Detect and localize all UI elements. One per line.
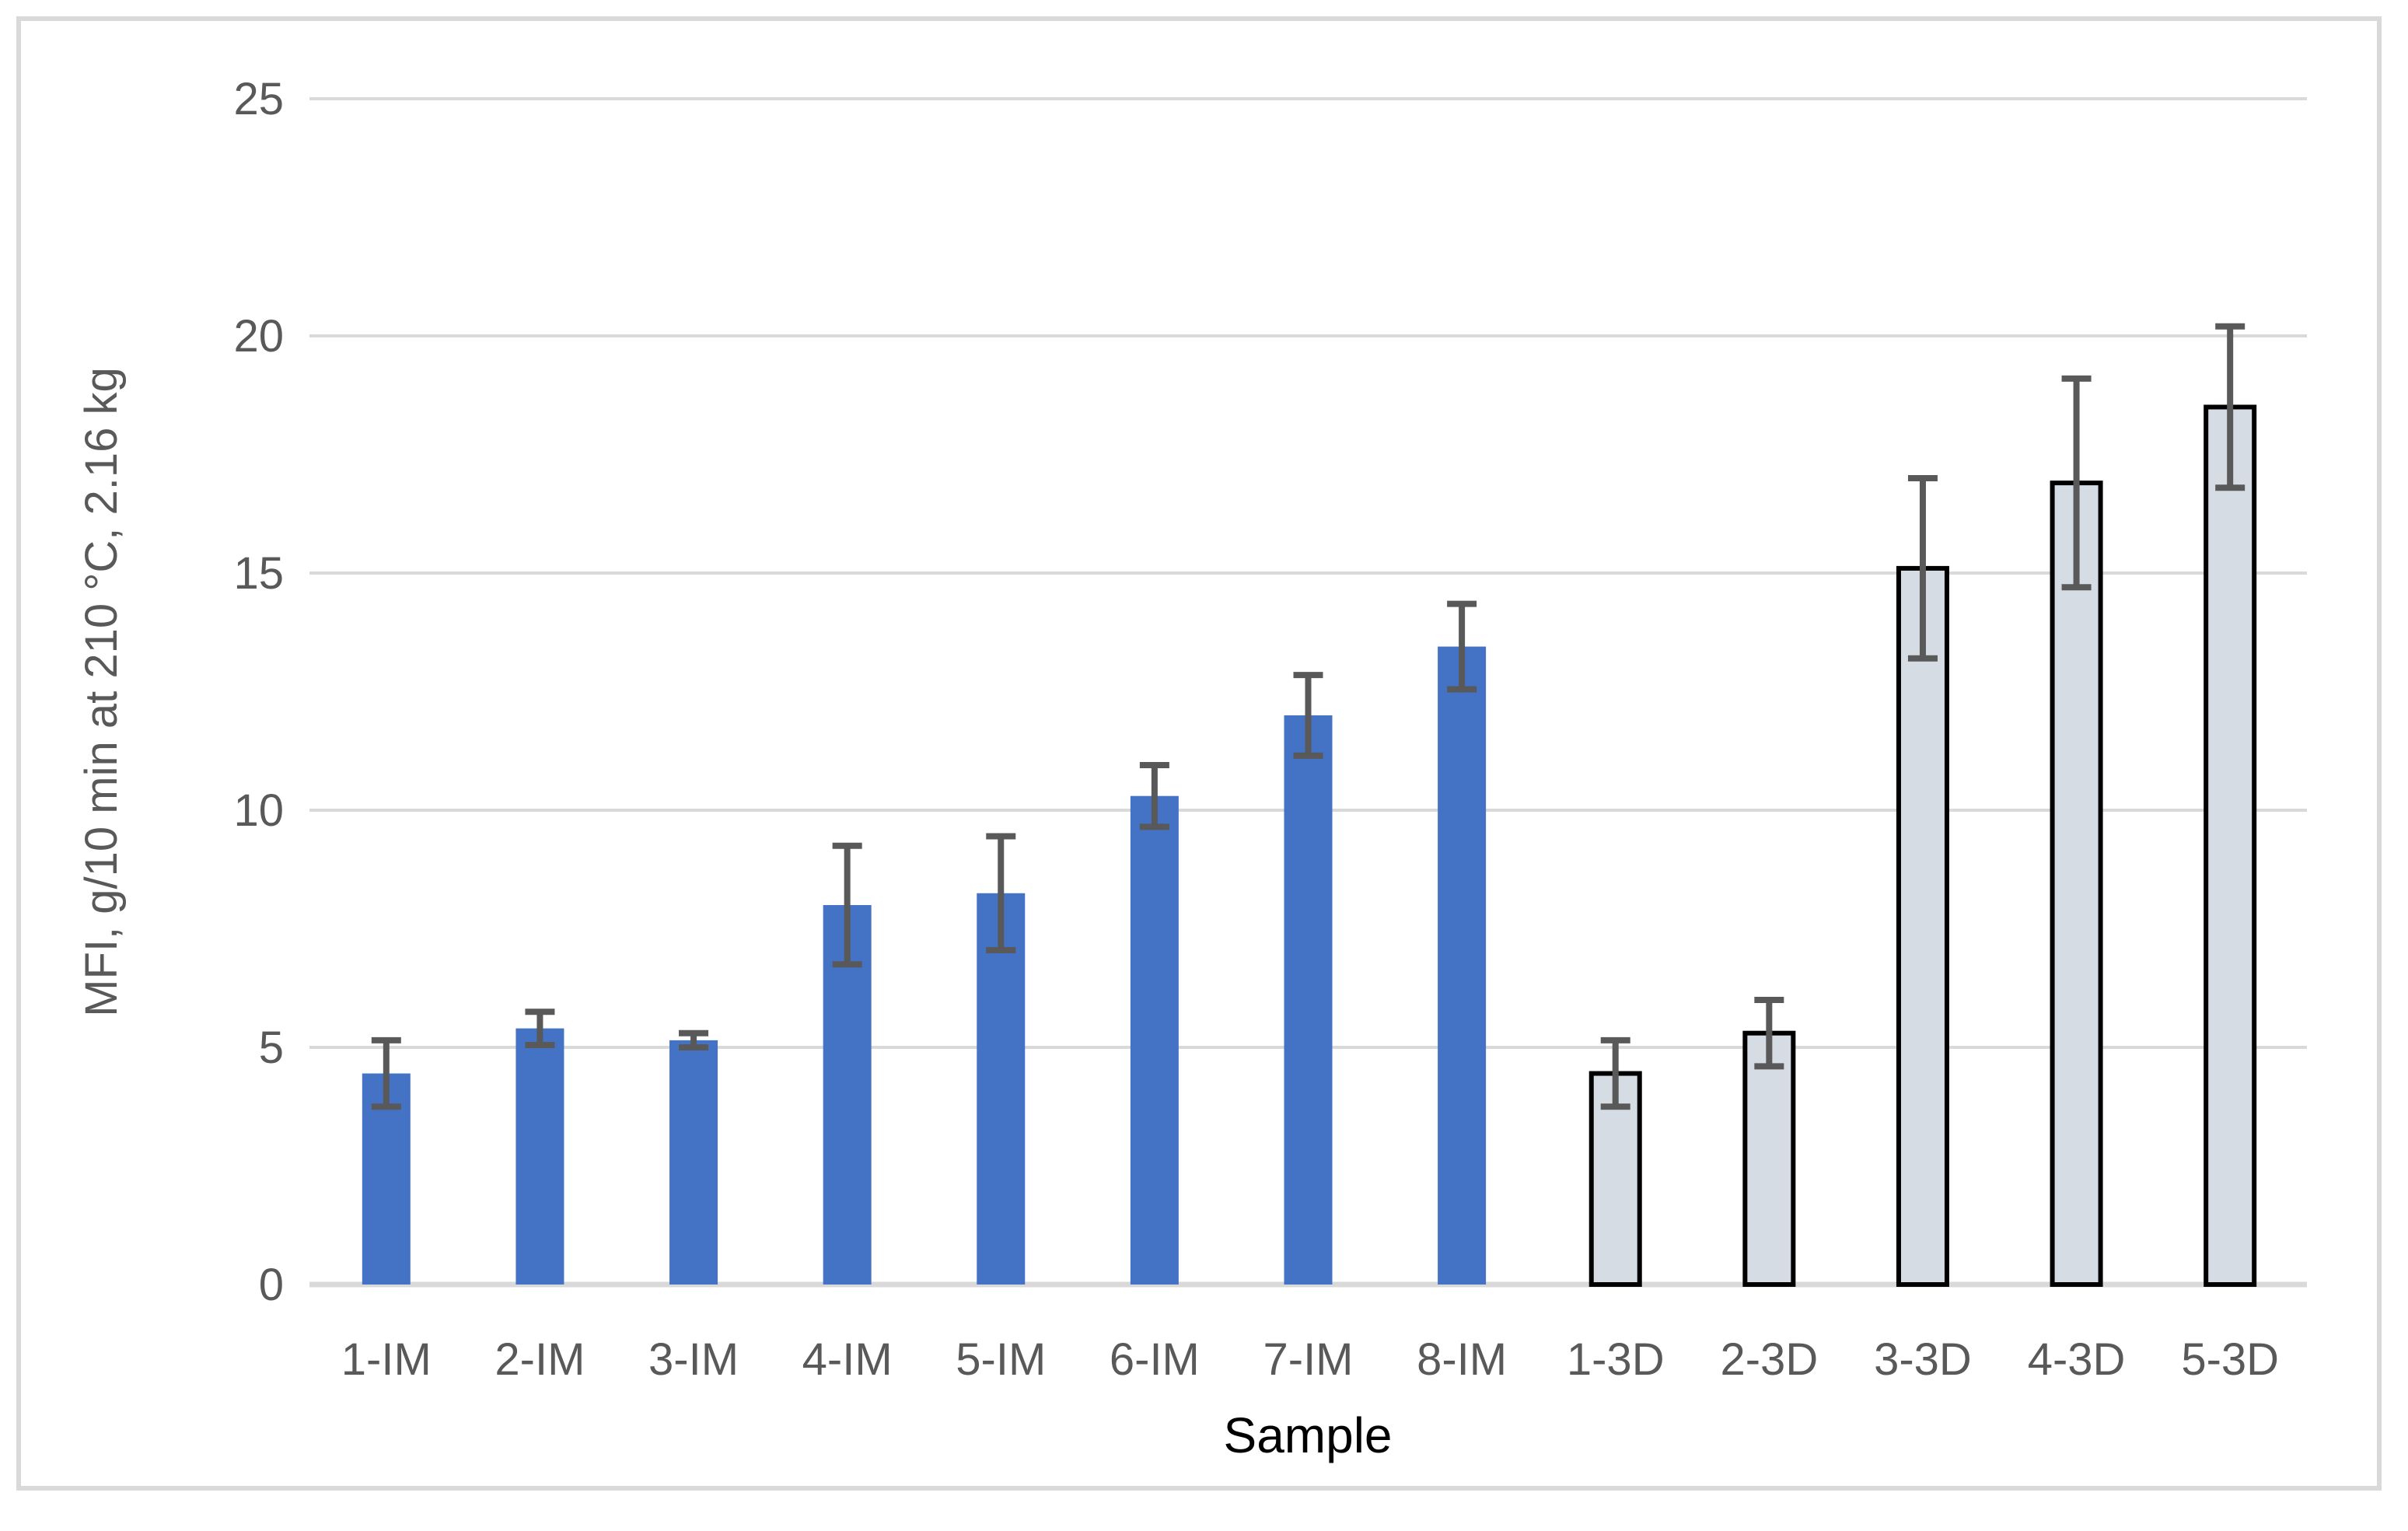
- x-tick-label: 5-3D: [2181, 1334, 2279, 1385]
- y-tick-label: 5: [259, 1022, 284, 1073]
- bar-2-im: [516, 1028, 564, 1285]
- x-tick-label: 3-3D: [1874, 1334, 1972, 1385]
- bar-5-im: [977, 893, 1026, 1285]
- y-tick-label: 20: [233, 311, 284, 362]
- error-bars: [371, 323, 2245, 1110]
- bar-3-3d: [1896, 565, 1949, 1287]
- bar-4-3d: [2050, 481, 2103, 1287]
- y-tick-label: 25: [233, 74, 284, 124]
- x-tick-labels: 1-IM 2-IM 3-IM 4-IM 5-IM 6-IM 7-IM 8-IM 1-3D 2-3D…: [341, 1334, 2279, 1385]
- bar-3-im: [669, 1040, 718, 1285]
- x-tick-label: 4-3D: [2028, 1334, 2126, 1385]
- figure-border: [16, 16, 2382, 1491]
- y-axis-title: MFI, g/10 min at 210 °C, 2.16 kg: [76, 367, 127, 1017]
- x-tick-label: 4-IM: [802, 1334, 893, 1385]
- bars: [362, 404, 2257, 1288]
- y-tick-label: 0: [259, 1260, 284, 1310]
- x-tick-label: 5-IM: [956, 1334, 1046, 1385]
- x-tick-label: 6-IM: [1110, 1334, 1200, 1385]
- x-tick-label: 2-IM: [495, 1334, 585, 1385]
- y-tick-label: 15: [233, 548, 284, 599]
- bar-8-im: [1438, 646, 1487, 1285]
- bar-2-3d: [1742, 1030, 1796, 1287]
- bar-4-im: [823, 905, 872, 1285]
- y-tick-labels: 0 5 10 15 20 25: [233, 74, 284, 1310]
- x-tick-label: 1-IM: [341, 1334, 432, 1385]
- x-tick-label: 2-3D: [1720, 1334, 1818, 1385]
- x-tick-label: 7-IM: [1263, 1334, 1354, 1385]
- bar-6-im: [1130, 795, 1179, 1285]
- x-tick-label: 3-IM: [648, 1334, 739, 1385]
- bar-7-im: [1284, 715, 1333, 1285]
- x-axis-title: Sample: [1224, 1407, 1393, 1463]
- x-tick-label: 1-3D: [1567, 1334, 1665, 1385]
- x-tick-label: 8-IM: [1417, 1334, 1507, 1385]
- bar-5-3d: [2204, 404, 2257, 1287]
- y-tick-label: 10: [233, 785, 284, 836]
